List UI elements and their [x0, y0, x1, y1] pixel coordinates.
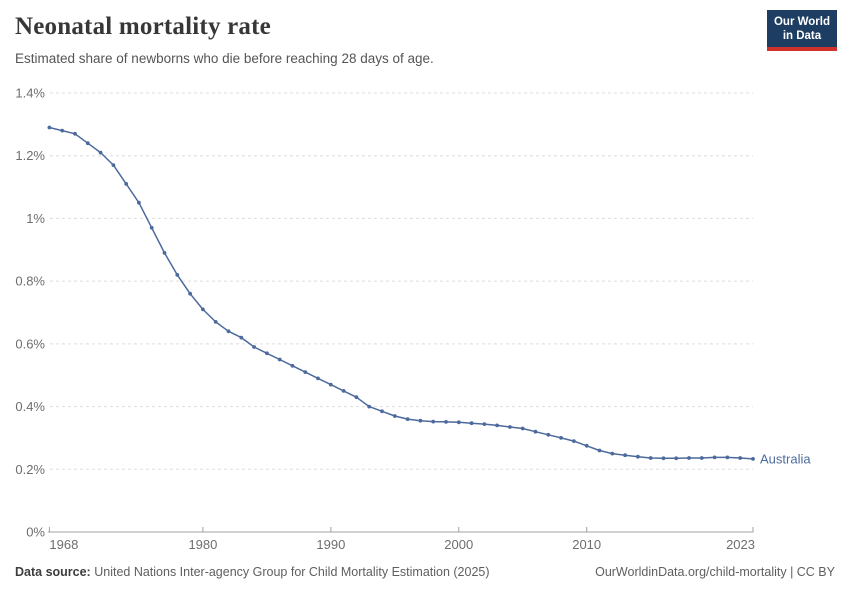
x-tick-label: 2023 [726, 537, 755, 552]
data-point-2013[interactable] [623, 453, 627, 458]
data-point-1994[interactable] [380, 409, 384, 414]
data-point-1977[interactable] [162, 251, 167, 255]
series-australia[interactable]: Australia [47, 125, 812, 467]
data-point-1980[interactable] [201, 307, 205, 312]
data-point-2011[interactable] [597, 448, 602, 453]
y-tick-label: 0% [26, 525, 45, 540]
data-point-1974[interactable] [124, 182, 129, 186]
data-point-1968[interactable] [47, 125, 52, 130]
data-point-1983[interactable] [239, 335, 244, 340]
data-point-1995[interactable] [392, 414, 397, 418]
data-point-1972[interactable] [98, 150, 103, 155]
data-point-2016[interactable] [661, 456, 666, 461]
data-point-2015[interactable] [648, 456, 653, 460]
x-tick-label: 2000 [444, 537, 473, 552]
data-point-1996[interactable] [405, 417, 410, 421]
data-point-2004[interactable] [508, 425, 512, 429]
y-tick-label: 1% [26, 211, 45, 226]
data-point-1978[interactable] [175, 273, 180, 277]
data-point-1989[interactable] [316, 376, 320, 381]
data-point-2007[interactable] [546, 432, 551, 437]
data-point-1979[interactable] [188, 291, 193, 296]
y-tick-label: 1.4% [15, 86, 45, 101]
footer-source: Data source: United Nations Inter-agency… [15, 565, 490, 579]
data-point-1987[interactable] [290, 363, 295, 368]
y-tick-label: 0.6% [15, 336, 45, 351]
x-tick-label: 1990 [316, 537, 345, 552]
y-tick-label: 1.2% [15, 148, 45, 163]
data-point-2018[interactable] [687, 456, 691, 460]
x-tick-label: 1980 [188, 537, 217, 552]
data-point-1991[interactable] [341, 389, 346, 393]
owid-logo-line1: Our World [773, 16, 830, 28]
data-point-1999[interactable] [444, 420, 448, 424]
y-tick-label: 0.4% [15, 399, 45, 414]
data-point-1973[interactable] [111, 163, 116, 168]
data-point-1982[interactable] [226, 329, 231, 334]
data-point-2020[interactable] [712, 455, 717, 460]
x-tick-label: 2010 [572, 537, 601, 552]
footer-source-text: United Nations Inter-agency Group for Ch… [94, 565, 490, 579]
page-title: Neonatal mortality rate [15, 13, 271, 40]
data-point-2010[interactable] [584, 443, 589, 448]
data-point-2006[interactable] [533, 429, 538, 434]
data-point-1998[interactable] [431, 419, 436, 424]
data-point-2008[interactable] [559, 436, 563, 440]
data-point-2023[interactable] [751, 457, 755, 461]
data-point-1975[interactable] [137, 200, 141, 205]
y-tick-label: 0.2% [15, 462, 45, 477]
data-point-2003[interactable] [495, 423, 499, 428]
data-point-1970[interactable] [73, 131, 77, 136]
footer-citation-link[interactable]: OurWorldinData.org/child-mortality | CC … [595, 565, 835, 579]
y-tick-label: 0.8% [15, 274, 45, 289]
data-point-1976[interactable] [149, 225, 154, 230]
data-point-1971[interactable] [85, 141, 90, 146]
owid-logo[interactable]: Our World in Data [766, 10, 837, 51]
data-point-1988[interactable] [303, 370, 308, 374]
data-point-1992[interactable] [354, 395, 359, 400]
data-point-2019[interactable] [699, 456, 704, 460]
data-point-2005[interactable] [520, 426, 525, 431]
owid-logo-line2: in Data [782, 29, 822, 42]
chart-footer: Data source: United Nations Inter-agency… [15, 565, 835, 579]
data-point-2001[interactable] [469, 421, 474, 426]
data-point-1986[interactable] [277, 357, 282, 362]
data-point-2009[interactable] [572, 439, 576, 443]
data-point-2022[interactable] [738, 456, 743, 460]
footer-source-label: Data source: [15, 565, 91, 579]
data-point-1997[interactable] [418, 418, 423, 423]
x-tick-label: 1968 [49, 537, 78, 552]
data-point-1993[interactable] [367, 404, 372, 409]
data-point-2014[interactable] [636, 454, 640, 459]
data-point-2012[interactable] [610, 451, 615, 456]
entity-label: Australia [760, 451, 811, 466]
data-point-1984[interactable] [252, 345, 256, 349]
data-point-1969[interactable] [60, 128, 65, 133]
data-point-1981[interactable] [213, 320, 218, 324]
data-point-1985[interactable] [265, 351, 269, 356]
series-line [49, 126, 754, 460]
data-point-2017[interactable] [674, 456, 679, 461]
data-point-2021[interactable] [725, 455, 730, 460]
page-subtitle: Estimated share of newborns who die befo… [15, 51, 434, 66]
data-point-2002[interactable] [482, 422, 487, 426]
data-point-1990[interactable] [328, 382, 333, 387]
data-point-2000[interactable] [456, 420, 461, 425]
